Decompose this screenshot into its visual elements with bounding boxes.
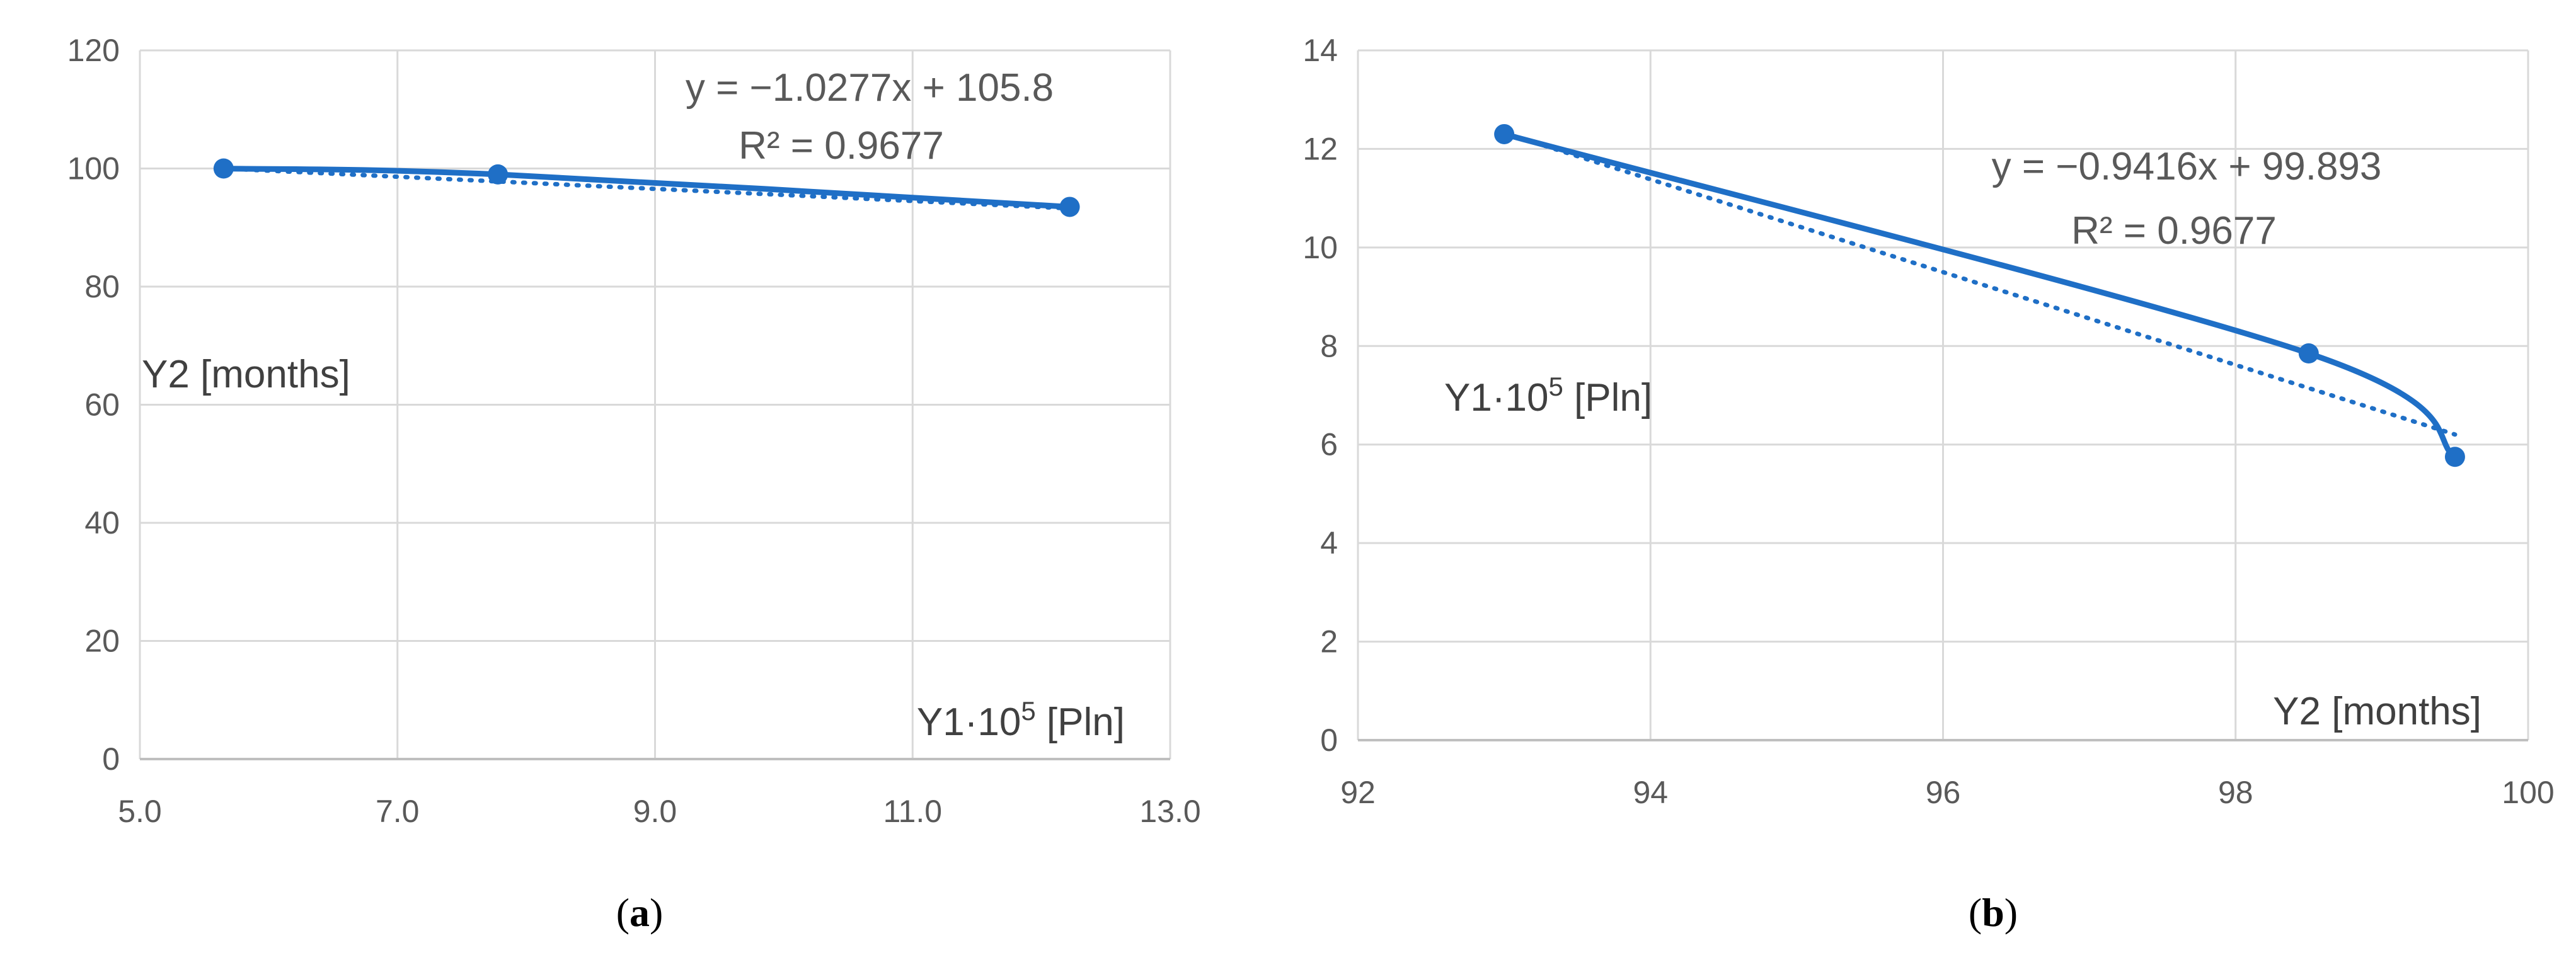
chart-b-y-tick-label: 10 <box>1302 230 1338 265</box>
chart-a-y-tick-label: 60 <box>84 387 120 423</box>
chart-b-y-axis-label-base: Y1·10 <box>1444 376 1548 420</box>
chart-a-x-tick-label: 9.0 <box>633 794 677 829</box>
chart-a-caption-letter: a <box>630 890 650 935</box>
chart-b-data-points <box>1494 123 2465 467</box>
chart-a-data-point-1 <box>213 158 234 179</box>
chart-b-x-tick-label: 92 <box>1340 775 1376 810</box>
chart-b-caption: (b) <box>1969 890 2018 935</box>
chart-a-trendline <box>221 166 1072 211</box>
chart-b-data-point-2 <box>2298 343 2319 364</box>
chart-a-x-axis-label-base: Y1·10 <box>917 700 1021 744</box>
chart-a-y-tick-label: 80 <box>84 269 120 304</box>
chart-a-x-axis-label-sup: 5 <box>1021 696 1035 726</box>
chart-a-trend-r2: R² = 0.9677 <box>739 124 944 168</box>
chart-b-y-tick-label: 2 <box>1320 624 1338 660</box>
chart-a-x-tick-label: 11.0 <box>883 794 942 829</box>
chart-b-y-tick-label: 6 <box>1320 427 1338 462</box>
chart-b-data-point-1 <box>1494 123 1515 144</box>
chart-b-y-axis-label: Y1·105 [Pln] <box>1444 372 1652 420</box>
chart-a-data-points <box>213 158 1080 217</box>
chart-b-data-point-3 <box>2444 447 2465 467</box>
chart-a: 0 20 40 60 80 100 120 5.0 7.0 9.0 11.0 13.0 y = −1… <box>67 33 1201 935</box>
chart-a-y-tick-label: 120 <box>67 33 120 68</box>
chart-b-series-line <box>1501 131 2458 460</box>
chart-a-y-tick-label: 0 <box>102 741 120 777</box>
chart-a-data-point-3 <box>1059 197 1080 217</box>
chart-b-y-tick-label: 12 <box>1302 131 1338 166</box>
chart-b: 0 2 4 6 8 10 12 14 92 94 96 98 100 y = −0.9416x + 9… <box>1302 33 2554 935</box>
chart-a-y-axis-label: Y2 [months] <box>142 353 350 396</box>
chart-a-y-tick-labels: 0 20 40 60 80 100 120 <box>67 33 120 777</box>
chart-b-caption-open: ( <box>1969 890 1982 935</box>
chart-a-x-tick-label: 7.0 <box>376 794 420 829</box>
chart-b-caption-letter: b <box>1982 890 2004 935</box>
chart-b-trend-r2: R² = 0.9677 <box>2071 209 2277 253</box>
chart-b-x-axis-label: Y2 [months] <box>2273 690 2481 733</box>
chart-a-x-tick-label: 13.0 <box>1139 794 1200 829</box>
chart-b-caption-close: ) <box>2004 890 2018 935</box>
chart-a-trend-equation: y = −1.0277x + 105.8 <box>686 66 1054 110</box>
chart-b-y-tick-label: 14 <box>1302 33 1338 68</box>
chart-b-y-tick-labels: 0 2 4 6 8 10 12 14 <box>1302 33 1338 758</box>
chart-b-y-tick-label: 8 <box>1320 328 1338 363</box>
chart-a-x-tick-label: 5.0 <box>118 794 162 829</box>
chart-a-x-axis-label: Y1·105 [Pln] <box>917 696 1125 744</box>
chart-b-y-axis-label-sup: 5 <box>1548 372 1563 401</box>
chart-a-caption-close: ) <box>650 890 663 935</box>
chart-a-y-tick-label: 40 <box>84 505 120 540</box>
chart-a-data-point-2 <box>488 164 509 185</box>
chart-a-x-tick-labels: 5.0 7.0 9.0 11.0 13.0 <box>118 794 1200 829</box>
chart-a-x-axis-label-tail: [Pln] <box>1036 700 1125 744</box>
chart-b-y-tick-label: 4 <box>1320 525 1338 561</box>
chart-a-caption: (a) <box>616 890 664 935</box>
chart-b-x-tick-label: 98 <box>2218 775 2253 810</box>
chart-a-gridlines <box>139 49 1171 759</box>
chart-a-caption-open: ( <box>616 890 630 935</box>
chart-a-series-line <box>221 166 1073 210</box>
chart-b-x-tick-label: 94 <box>1633 775 1668 810</box>
chart-b-y-tick-label: 0 <box>1320 723 1338 758</box>
chart-a-y-tick-label: 100 <box>67 151 120 186</box>
chart-b-y-axis-label-tail: [Pln] <box>1563 376 1652 420</box>
chart-b-x-tick-labels: 92 94 96 98 100 <box>1340 775 2555 810</box>
chart-b-gridlines <box>1357 49 2529 740</box>
chart-b-trend-equation: y = −0.9416x + 99.893 <box>1992 145 2382 188</box>
chart-b-x-tick-label: 96 <box>1926 775 1961 810</box>
chart-a-y-tick-label: 20 <box>84 624 120 659</box>
chart-b-x-tick-label: 100 <box>2502 775 2554 810</box>
